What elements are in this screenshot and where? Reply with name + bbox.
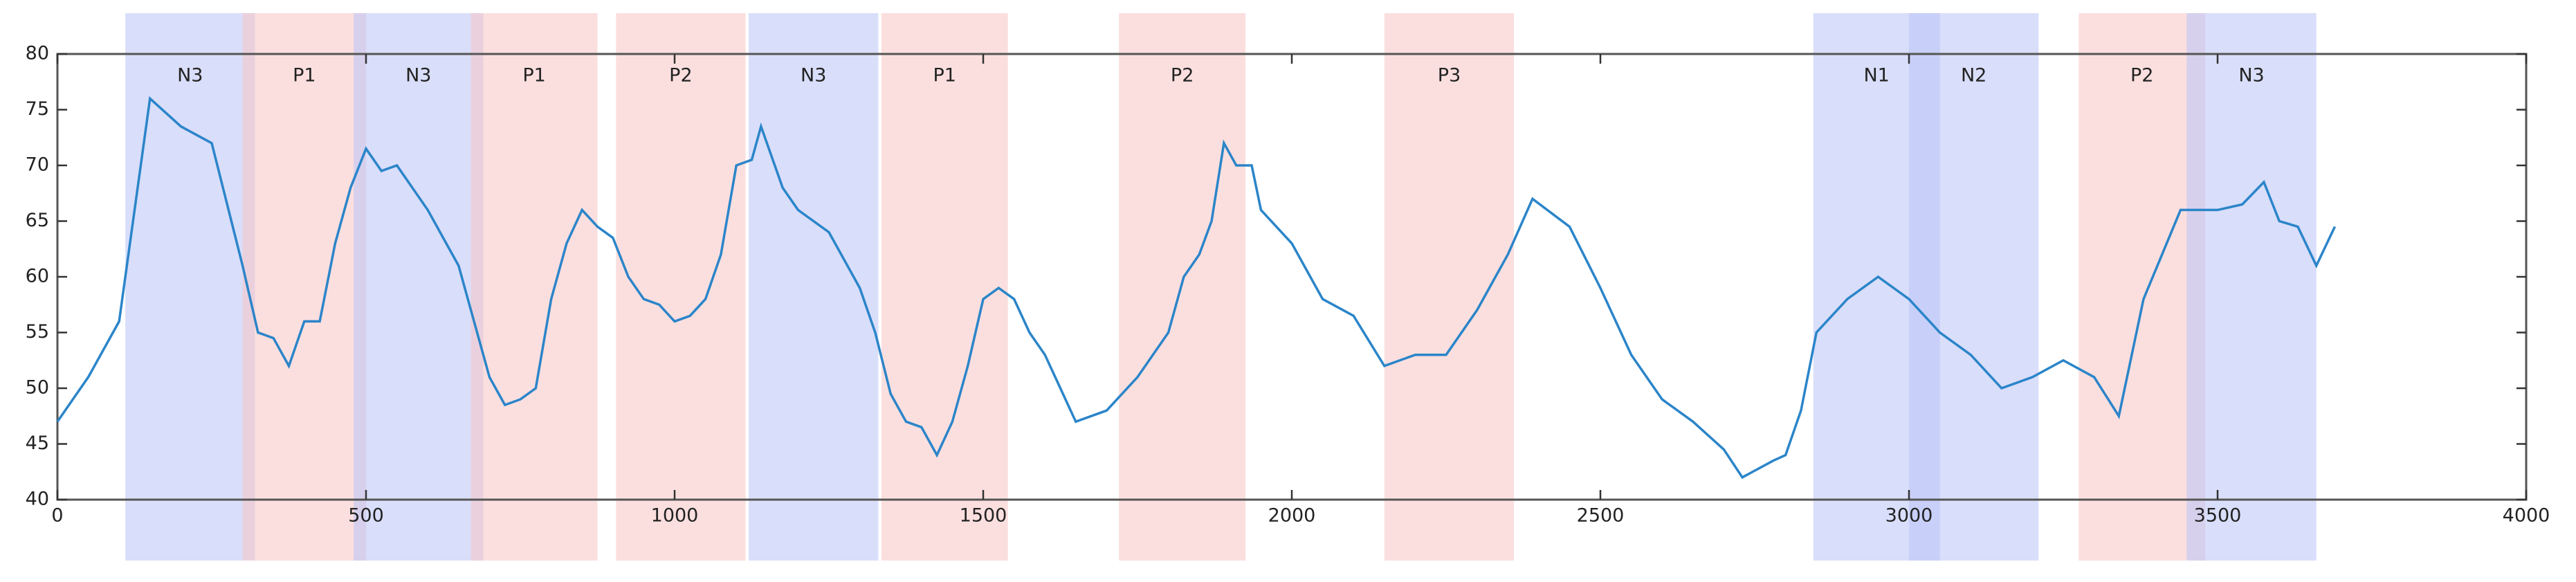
y-tick-label: 50: [26, 377, 49, 399]
band-label: N3: [177, 65, 203, 87]
band-label: P1: [293, 65, 316, 87]
x-tick-label: 1500: [960, 505, 1007, 527]
band: [749, 13, 879, 561]
y-tick-label: 60: [26, 266, 49, 287]
band-label: P1: [522, 65, 545, 87]
band: [2186, 13, 2317, 561]
x-tick-label: 3500: [2194, 505, 2242, 527]
bands: [125, 13, 2317, 561]
y-tick-label: 75: [26, 98, 49, 120]
band-label: N3: [405, 65, 431, 87]
band-label: N1: [1863, 65, 1889, 87]
band-label: P3: [1438, 65, 1461, 87]
x-tick-label: 500: [348, 505, 384, 527]
band: [1384, 13, 1515, 561]
band-label: N2: [1961, 65, 1986, 87]
band-label: P2: [1171, 65, 1194, 87]
x-tick-label: 3000: [1885, 505, 1933, 527]
band: [616, 13, 746, 561]
band: [1909, 13, 2039, 561]
y-tick-label: 40: [26, 489, 49, 510]
band: [354, 13, 484, 561]
x-tick-label: 0: [51, 505, 63, 527]
x-tick-label: 4000: [2503, 505, 2550, 527]
band-label: P2: [669, 65, 692, 87]
band: [471, 13, 598, 561]
band: [242, 13, 366, 561]
y-tick-label: 80: [26, 43, 49, 64]
data-line: [56, 96, 2337, 480]
y-tick-label: 45: [26, 433, 49, 454]
band-label: N3: [801, 65, 826, 87]
x-tick-label: 2500: [1577, 505, 1625, 527]
band: [2079, 13, 2206, 561]
y-tick-label: 65: [26, 210, 49, 231]
band: [125, 13, 255, 561]
band: [881, 13, 1008, 561]
x-tick-label: 1000: [651, 505, 699, 527]
band-label: P1: [933, 65, 956, 87]
y-tick-label: 70: [26, 154, 49, 176]
band-label: P2: [2130, 65, 2153, 87]
x-tick-label: 2000: [1268, 505, 1316, 527]
band-label: N3: [2238, 65, 2264, 87]
y-tick-label: 55: [26, 321, 49, 343]
